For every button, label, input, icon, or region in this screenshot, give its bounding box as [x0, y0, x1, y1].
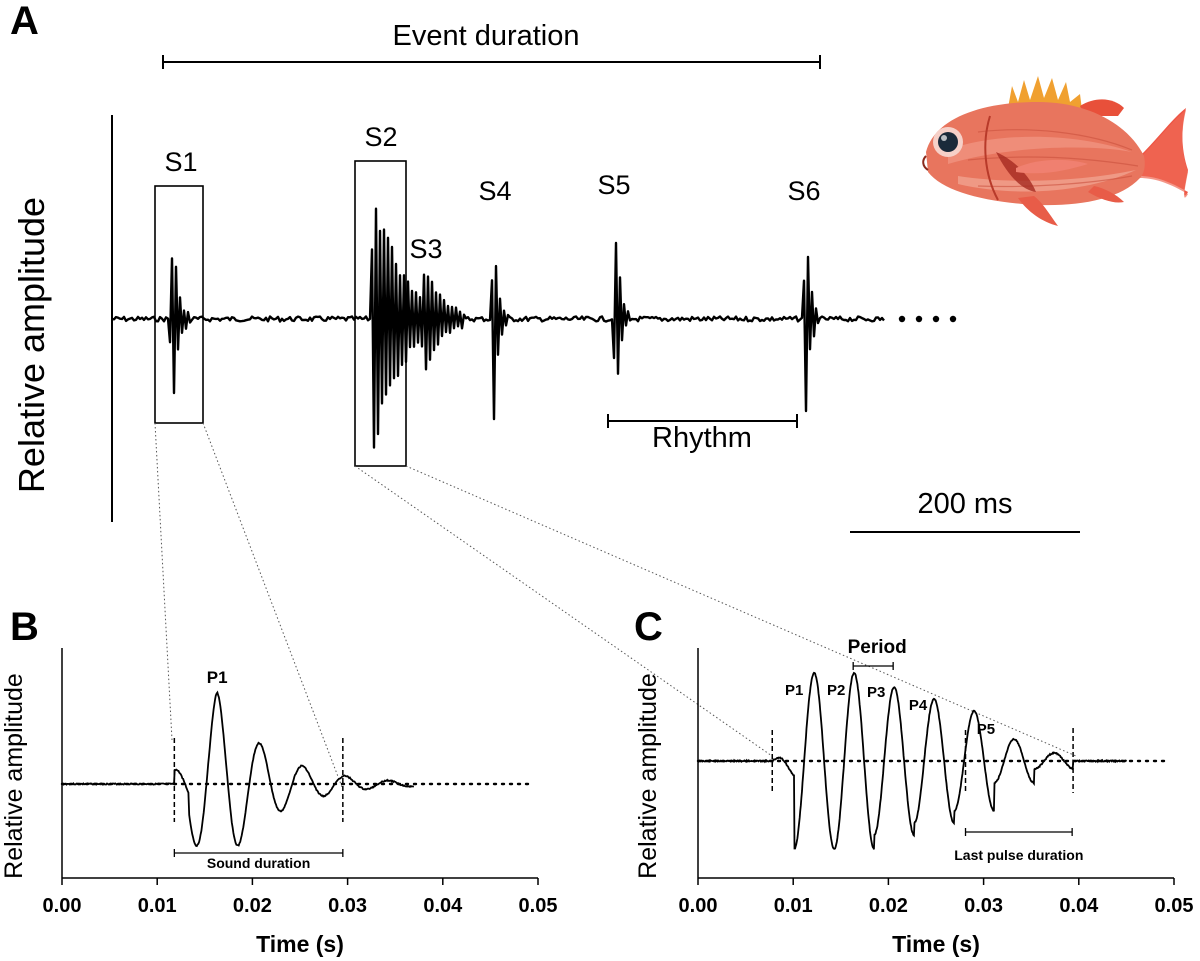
- sound-duration-bracket: [173, 849, 344, 857]
- sound-label-s5: S5: [597, 170, 630, 200]
- x-tick-label: 0.02: [233, 895, 272, 917]
- last-pulse-duration-bracket: [964, 828, 1073, 836]
- zoom-connectors: [154, 422, 1077, 788]
- x-tick-label: 0.04: [1059, 895, 1099, 917]
- rhythm-bracket: [607, 414, 798, 428]
- panel-b-x-ticks: 0.00 0.01 0.02 0.03 0.04 0.05: [43, 878, 558, 917]
- sound-label-s1: S1: [164, 147, 197, 177]
- panel-c: C 0.00 0.01 0.02 0.03 0.04 0.05 Relative ampl…: [634, 605, 1193, 957]
- panel-c-letter: C: [634, 605, 663, 649]
- period-bracket: [852, 662, 894, 670]
- trace-continuation-dots: [898, 315, 957, 323]
- x-tick-label: 0.00: [43, 895, 82, 917]
- panel-a-letter: A: [10, 0, 39, 43]
- sound-duration-label: Sound duration: [207, 855, 310, 871]
- x-tick-label: 0.01: [138, 895, 177, 917]
- x-tick-label: 0.02: [869, 895, 908, 917]
- panel-c-x-ticks: 0.00 0.01 0.02 0.03 0.04 0.05: [679, 878, 1194, 917]
- x-tick-label: 0.00: [679, 895, 718, 917]
- rhythm-label: Rhythm: [652, 422, 752, 454]
- panel-c-ylabel: Relative amplitude: [634, 673, 662, 879]
- panel-c-pulse-label-p2: P2: [827, 682, 845, 699]
- panel-a-ylabel: Relative amplitude: [11, 197, 52, 493]
- last-pulse-duration-label: Last pulse duration: [954, 847, 1083, 863]
- s1-zoom-box: [154, 185, 204, 424]
- scale-bar-label: 200 ms: [917, 488, 1012, 520]
- x-tick-label: 0.03: [328, 895, 367, 917]
- panel-b-ylabel: Relative amplitude: [0, 673, 28, 879]
- panel-b-xlabel: Time (s): [256, 931, 344, 957]
- panel-c-pulse-label-p4: P4: [909, 697, 928, 714]
- panel-c-waveform: [697, 671, 1128, 850]
- sound-label-s6: S6: [787, 176, 820, 206]
- panel-b-pulse-label-p1: P1: [207, 668, 228, 687]
- sound-label-s2: S2: [364, 122, 397, 152]
- panel-c-pulse-label-p3: P3: [867, 684, 885, 701]
- panel-a-oscillogram: [111, 207, 885, 449]
- event-duration-label: Event duration: [392, 20, 579, 52]
- panel-b-waveform: [61, 690, 415, 848]
- soldierfish-icon: [922, 76, 1188, 226]
- x-tick-label: 0.03: [964, 895, 1003, 917]
- panel-b-letter: B: [10, 605, 39, 649]
- event-duration-bracket: [162, 55, 821, 69]
- sound-label-s3: S3: [409, 234, 442, 264]
- period-label: Period: [848, 637, 907, 658]
- s2-zoom-box: [354, 160, 407, 467]
- x-tick-label: 0.01: [774, 895, 813, 917]
- sound-label-s4: S4: [478, 176, 511, 206]
- x-tick-label: 0.05: [1155, 895, 1194, 917]
- panel-a: A Relative amplitude Event duration S1 S…: [10, 0, 1080, 533]
- x-tick-label: 0.05: [519, 895, 558, 917]
- panel-c-pulse-label-p1: P1: [785, 682, 803, 699]
- panel-c-pulse-label-p5: P5: [977, 721, 995, 738]
- panel-b: B 0.00 0.01 0.02 0.03 0.04 0.05 Relative ampl…: [0, 605, 557, 957]
- panel-c-xlabel: Time (s): [892, 931, 980, 957]
- x-tick-label: 0.04: [423, 895, 463, 917]
